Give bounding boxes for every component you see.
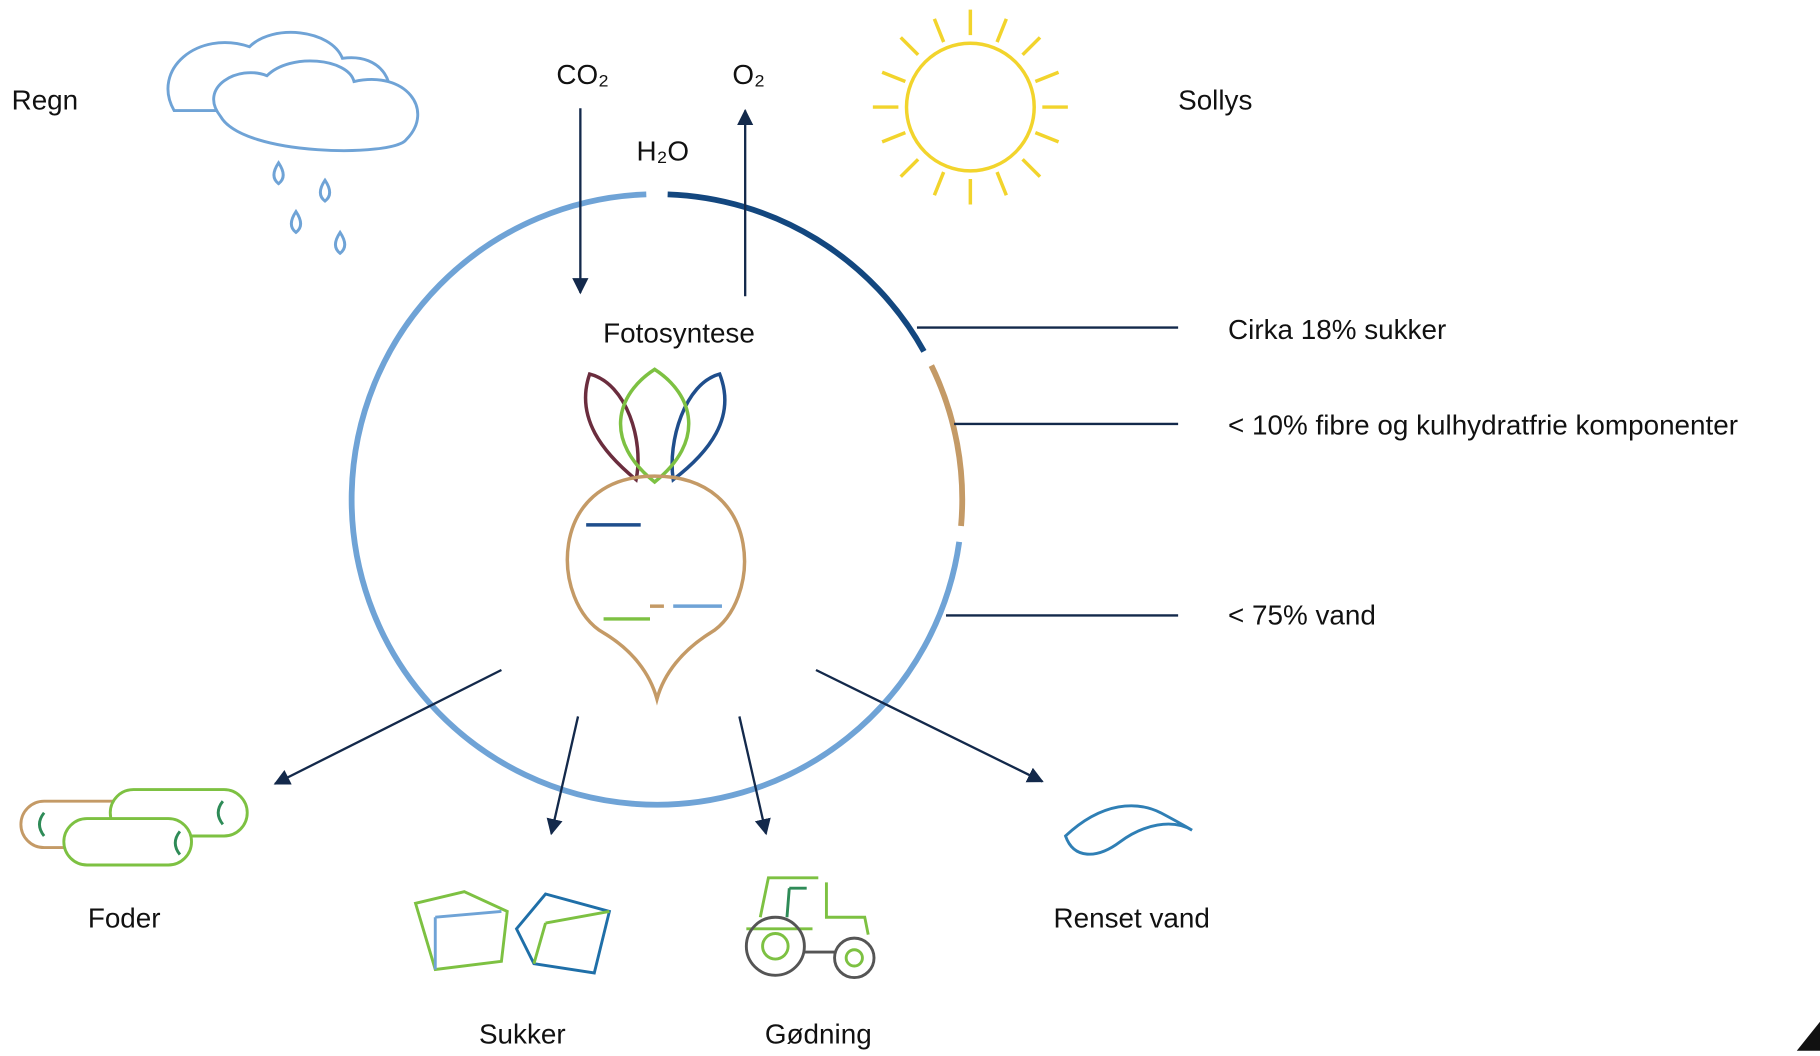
process-label: Fotosyntese (603, 318, 755, 349)
corner-mark (1797, 1022, 1820, 1051)
beet-icon (567, 369, 744, 699)
water-icon (1066, 806, 1193, 854)
composition-label: Cirka 18% sukker (1228, 314, 1446, 345)
composition-ring (352, 194, 963, 804)
diagram: Regn Sollys CO₂ O₂ H₂O Fotosyntese Cirka… (0, 0, 1820, 1051)
composition-label: < 75% vand (1228, 600, 1376, 631)
arrows (275, 108, 1042, 833)
output-label: Sukker (479, 1019, 566, 1050)
feed-icon (21, 790, 247, 865)
sugar-icon (416, 892, 610, 973)
rain-icon (168, 32, 418, 253)
h2o-label: H₂O (636, 135, 689, 166)
output-label: Gødning (765, 1019, 872, 1050)
sun-icon (873, 10, 1068, 205)
composition-label: < 10% fibre og kulhydratfrie komponenter (1228, 409, 1738, 440)
co2-label: CO₂ (556, 59, 609, 90)
output-label: Foder (88, 903, 161, 934)
page: {"inputs": {"rain": "Regn", "sun": "Soll… (0, 0, 1820, 1051)
sun-label: Sollys (1178, 84, 1252, 115)
rain-label: Regn (12, 84, 79, 115)
fertilizer-icon (746, 878, 874, 978)
output-label: Renset vand (1054, 903, 1210, 934)
o2-label: O₂ (732, 59, 764, 90)
